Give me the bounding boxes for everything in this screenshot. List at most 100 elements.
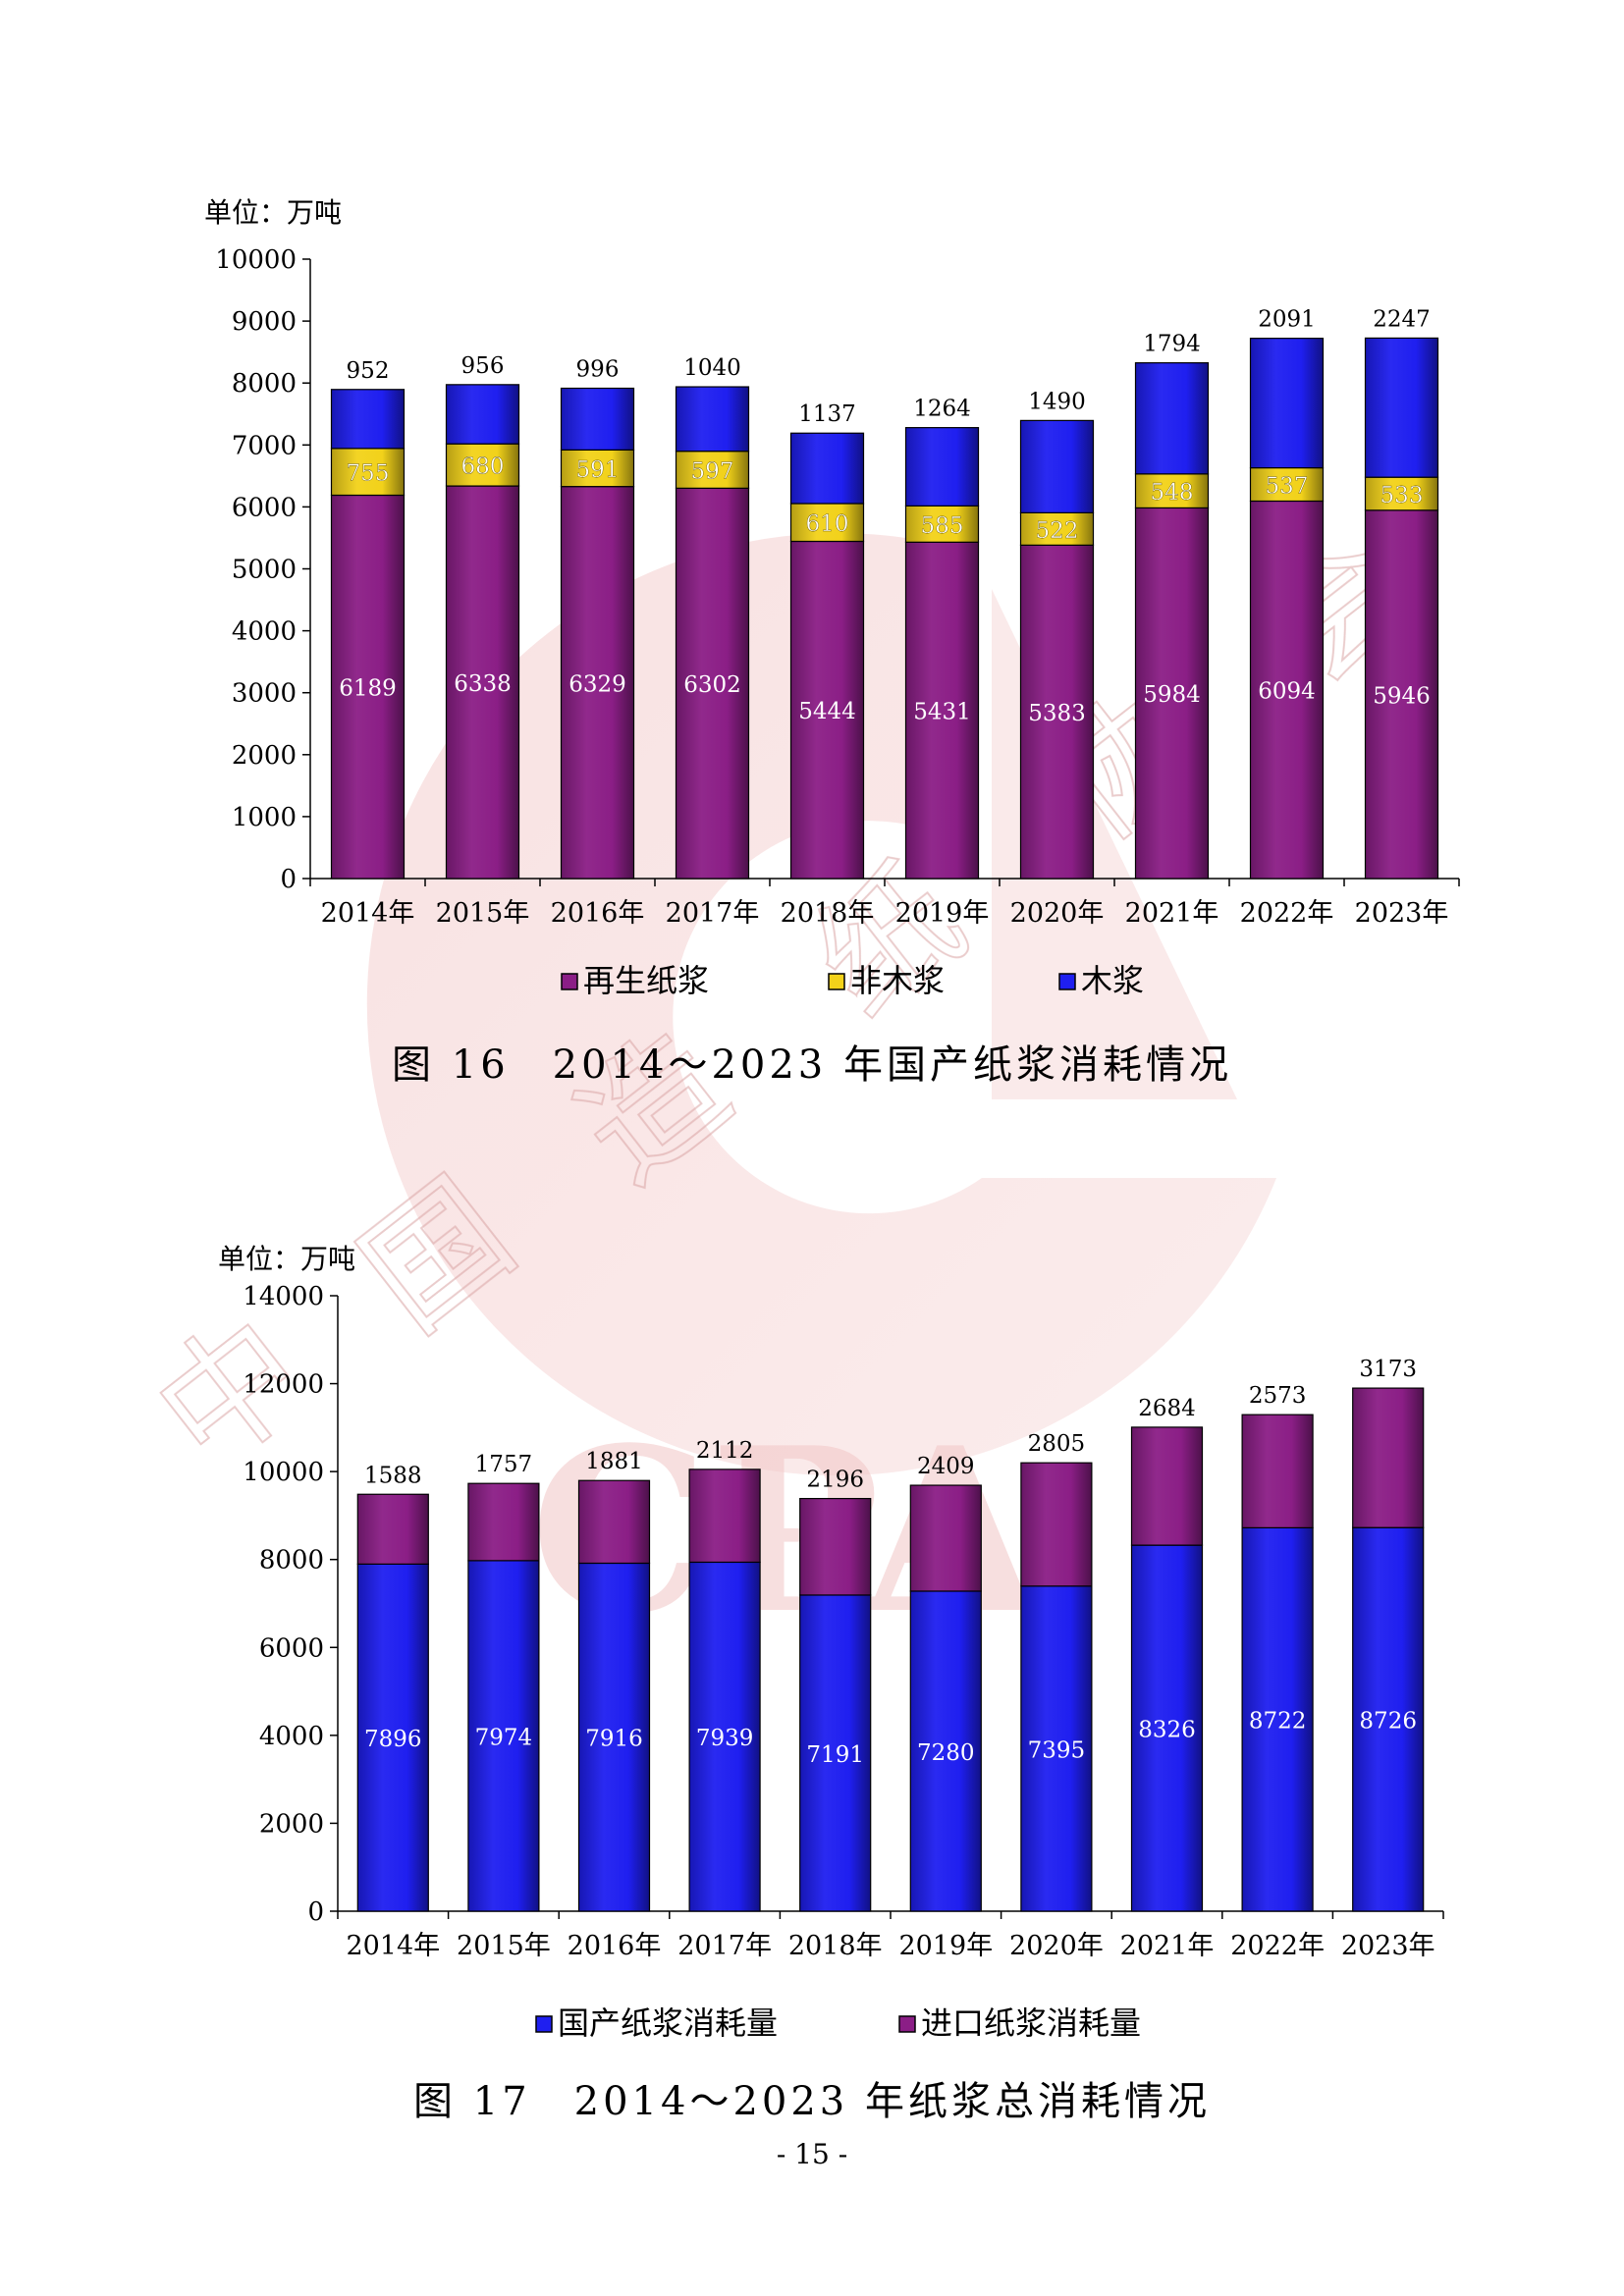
data-label: 5946 <box>1373 683 1431 709</box>
y-tick-label: 14000 <box>243 1282 324 1311</box>
data-label: 1794 <box>1143 332 1201 357</box>
data-label: 7974 <box>475 1725 533 1750</box>
y-tick-label: 3000 <box>232 679 297 709</box>
data-label: 2112 <box>696 1438 754 1464</box>
y-tick-label: 7000 <box>232 431 297 460</box>
bar-segment <box>467 1482 540 1562</box>
y-tick-label: 10000 <box>215 245 297 275</box>
bar-segment <box>789 432 865 505</box>
bar-segment <box>560 449 635 488</box>
bar-segment <box>904 505 980 543</box>
bar-segment <box>799 1497 872 1596</box>
y-tick-label: 2000 <box>259 1809 324 1839</box>
data-label: 2196 <box>806 1468 864 1493</box>
y-tick-label: 5000 <box>232 556 297 585</box>
data-label: 8722 <box>1249 1709 1307 1735</box>
bar-segment <box>1364 476 1439 511</box>
data-label: 6189 <box>339 676 397 702</box>
bar-segment <box>688 1468 761 1564</box>
y-tick-label: 4000 <box>259 1722 324 1751</box>
chart-svg: 单位：万吨 0 1000 2000 3000 4000 5000 6000 7000 8000 90… <box>204 196 1460 999</box>
x-tick-label: 2017年 <box>677 1931 772 1961</box>
x-tick-label: 2018年 <box>781 898 875 929</box>
figure-caption: 图 16 2014～2023 年国产纸浆消耗情况 <box>392 1042 1232 1088</box>
data-label: 2091 <box>1258 307 1316 333</box>
data-label: 7395 <box>1028 1737 1086 1763</box>
x-tick-label: 2020年 <box>1010 898 1105 929</box>
data-label: 7916 <box>585 1727 643 1752</box>
data-label: 996 <box>576 357 620 383</box>
y-tick-label: 6000 <box>232 493 297 522</box>
data-label: 1757 <box>475 1452 533 1477</box>
data-label: 522 <box>1036 518 1079 544</box>
data-label: 1588 <box>364 1463 422 1488</box>
legend-swatch <box>1058 973 1076 990</box>
data-label: 6302 <box>683 672 741 698</box>
chart-pulp-domestic: 单位：万吨 0 1000 2000 3000 4000 5000 6000 7000 8000 90… <box>0 167 1624 1109</box>
y-tick-label: 8000 <box>259 1546 324 1575</box>
data-label: 2805 <box>1028 1431 1086 1457</box>
bar-segment <box>1134 473 1210 509</box>
x-tick-label: 2014年 <box>346 1931 440 1961</box>
bar-segment <box>789 503 865 543</box>
bar-segment <box>1249 466 1325 503</box>
legend-label: 国产纸浆消耗量 <box>558 2004 778 2042</box>
x-tick-label: 2014年 <box>321 898 415 929</box>
x-tick-label: 2015年 <box>436 898 530 929</box>
bar-segment <box>688 1561 761 1912</box>
bar-segment <box>330 494 406 880</box>
data-label: 956 <box>461 353 505 379</box>
data-label: 1490 <box>1028 389 1086 414</box>
bar-segment <box>675 487 750 880</box>
data-label: 537 <box>1266 474 1309 500</box>
data-label: 6094 <box>1258 679 1316 705</box>
bar-segment <box>1249 338 1325 469</box>
x-tick-label: 2022年 <box>1230 1931 1325 1961</box>
data-label: 8326 <box>1138 1718 1196 1743</box>
data-label: 1137 <box>798 401 856 427</box>
bar-segment <box>1020 1462 1093 1587</box>
y-tick-label: 8000 <box>232 369 297 399</box>
chart-pulp-total: 单位：万吨 0 2000 4000 6000 8000 10000 12000 14000 201… <box>0 1217 1624 2140</box>
data-label: 548 <box>1151 480 1194 506</box>
bar-segment <box>904 541 980 880</box>
data-label: 8726 <box>1359 1709 1417 1735</box>
y-tick-label: 0 <box>280 865 297 894</box>
y-tick-label: 6000 <box>259 1633 324 1663</box>
page-number: - 15 - <box>776 2138 848 2170</box>
x-tick-label: 2021年 <box>1120 1931 1215 1961</box>
data-label: 2684 <box>1138 1396 1196 1421</box>
x-tick-label: 2020年 <box>1009 1931 1104 1961</box>
x-tick-label: 2016年 <box>568 1931 662 1961</box>
figure-caption: 图 17 2014～2023 年纸浆总消耗情况 <box>413 2079 1211 2124</box>
y-tick-label: 10000 <box>243 1458 324 1487</box>
data-label: 3173 <box>1359 1357 1417 1382</box>
data-label: 7280 <box>917 1740 975 1766</box>
bar-segment <box>799 1594 872 1912</box>
legend-label: 再生纸浆 <box>583 962 709 999</box>
bar-segment <box>1019 511 1095 546</box>
data-label: 5444 <box>798 699 856 724</box>
bar-segment <box>1352 1526 1425 1912</box>
legend-swatch <box>561 973 578 990</box>
legend-label: 进口纸浆消耗量 <box>921 2004 1141 2042</box>
y-tick-label: 4000 <box>232 617 297 647</box>
chart-svg: 单位：万吨 0 2000 4000 6000 8000 10000 12000 14000 201… <box>218 1243 1444 2042</box>
x-tick-label: 2018年 <box>788 1931 883 1961</box>
bar-segment <box>577 1562 651 1912</box>
bar-segment <box>1241 1414 1314 1528</box>
bar-segment <box>445 384 520 445</box>
data-label: 5984 <box>1143 682 1201 708</box>
y-tick-label: 9000 <box>232 307 297 337</box>
data-label: 1264 <box>913 397 971 422</box>
legend-label: 木浆 <box>1081 962 1144 999</box>
bar-segment <box>356 1493 429 1565</box>
bar-segment <box>560 486 635 880</box>
data-label: 5383 <box>1028 701 1086 726</box>
unit-label: 单位：万吨 <box>218 1243 355 1275</box>
bar-segment <box>1134 362 1210 475</box>
x-tick-label: 2017年 <box>666 898 760 929</box>
y-tick-label: 2000 <box>232 741 297 771</box>
data-label: 6329 <box>568 671 626 697</box>
data-label: 591 <box>576 457 620 483</box>
